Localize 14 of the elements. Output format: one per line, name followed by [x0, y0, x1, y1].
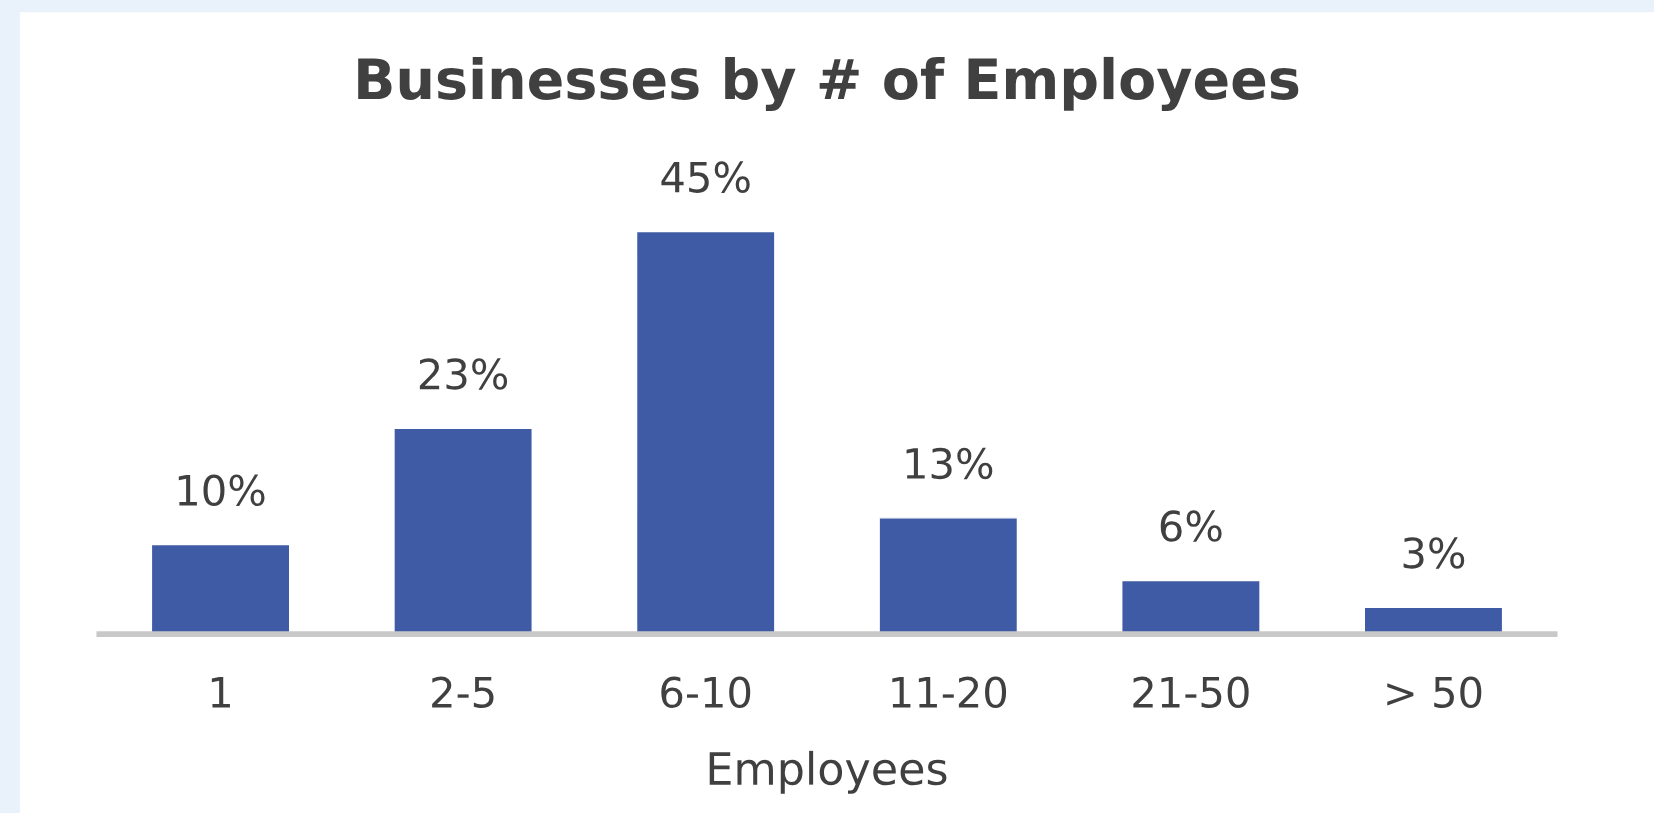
data-label: 13% — [906, 447, 993, 480]
data-label: 3% — [1403, 537, 1465, 569]
x-axis-title: Employees — [709, 750, 947, 794]
data-label: 10% — [178, 474, 265, 507]
data-label: 6% — [1160, 510, 1222, 542]
data-label: 23% — [419, 358, 508, 390]
x-tick-label: 11-20 — [892, 676, 1007, 709]
x-tick-label: > 50 — [1387, 676, 1482, 709]
x-tick-label: 1 — [211, 677, 230, 708]
x-tick-label: 21-50 — [1133, 676, 1249, 709]
data-label: 45% — [661, 161, 750, 193]
x-tick-label: 6-10 — [661, 676, 751, 709]
chart-title: Businesses by # of Employees — [358, 56, 1299, 112]
x-tick-label: 2-5 — [432, 676, 494, 709]
